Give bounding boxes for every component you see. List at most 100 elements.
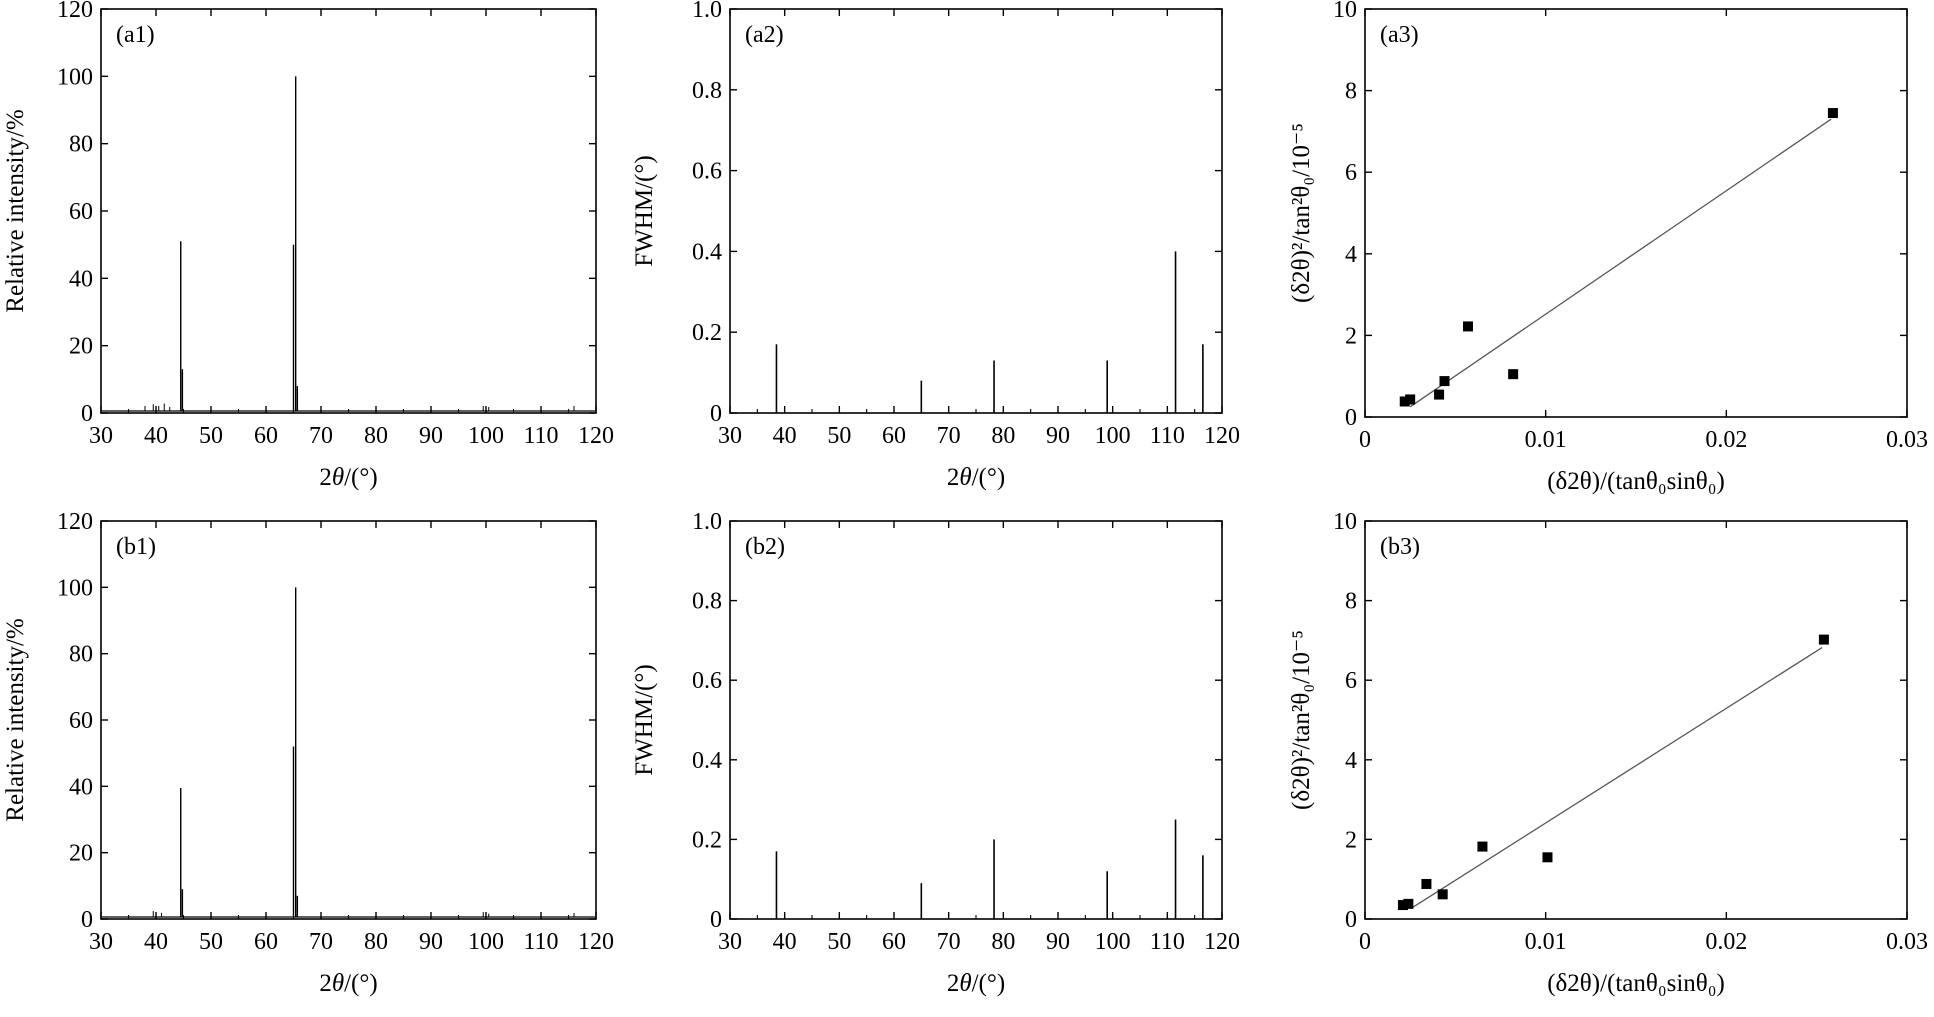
panel-label: (a2) [745, 22, 784, 48]
y-tick-label: 2 [1345, 827, 1357, 853]
x-tick-label: 40 [144, 929, 168, 955]
x-tick-label: 100 [468, 423, 504, 449]
x-tick-label: 30 [89, 423, 113, 449]
x-tick-label: 120 [578, 423, 614, 449]
x-tick-label: 80 [364, 929, 388, 955]
y-tick-label: 80 [69, 132, 93, 158]
x-tick-label: 0.01 [1525, 427, 1567, 453]
y-tick-label: 1.0 [692, 509, 722, 535]
x-tick-label: 0.03 [1886, 929, 1928, 955]
data-point [1477, 841, 1488, 852]
y-axis-label: (δ2θ)²/tan²θ₀/10⁻⁵ [1288, 630, 1315, 810]
y-tick-label: 0.8 [692, 589, 722, 615]
x-tick-label: 0 [1359, 929, 1371, 955]
y-tick-label: 0.8 [692, 78, 722, 104]
data-point [1397, 900, 1408, 911]
x-tick-label: 50 [827, 929, 851, 955]
y-tick-label: 8 [1345, 589, 1357, 615]
x-tick-label: 60 [882, 929, 906, 955]
x-tick-label: 70 [309, 929, 333, 955]
x-tick-label: 120 [1204, 929, 1240, 955]
x-tick-label: 100 [1095, 929, 1131, 955]
x-tick-label: 80 [991, 929, 1015, 955]
data-point [1542, 852, 1553, 863]
data-point [1437, 889, 1448, 900]
x-tick-label: 60 [254, 929, 278, 955]
x-tick-label: 90 [419, 423, 443, 449]
chart-panel-a1: 30 40 50 60 70 80 90 100 110 120 0 20 40 60 80 100 120 (a… [2, 0, 614, 491]
data-point [1439, 376, 1450, 387]
x-tick-label: 50 [827, 423, 851, 449]
plot-frame [1364, 8, 1908, 418]
x-tick-label: 50 [199, 423, 223, 449]
data-point [1399, 396, 1410, 407]
fit-line [1411, 647, 1823, 909]
y-tick-label: 20 [69, 841, 93, 867]
x-tick-label: 120 [1204, 423, 1240, 449]
x-tick-label: 60 [254, 423, 278, 449]
y-tick-label: 0.2 [692, 320, 722, 346]
x-axis-label: (δ2θ)/(tanθ₀sinθ₀) [1547, 468, 1725, 495]
x-tick-label: 50 [199, 929, 223, 955]
y-tick-label: 20 [69, 334, 93, 360]
panel-label: (b2) [745, 534, 785, 560]
y-tick-label: 8 [1345, 79, 1357, 105]
data-point [1508, 369, 1519, 380]
y-tick-label: 10 [1333, 0, 1357, 23]
chart-panel-b3: 0 0.01 0.02 0.03 0 2 4 6 8 10 (b3) (δ2θ)/(tanθ₀sinθ… [1288, 509, 1928, 997]
y-axis-label: Relative intensity/% [2, 618, 29, 821]
x-tick-label: 70 [937, 929, 961, 955]
x-tick-label: 30 [718, 423, 742, 449]
x-tick-label: 70 [309, 423, 333, 449]
y-tick-label: 0 [710, 907, 722, 933]
y-tick-label: 0.4 [692, 748, 722, 774]
y-tick-label: 0 [710, 401, 722, 427]
y-tick-label: 60 [69, 708, 93, 734]
x-tick-label: 110 [1150, 929, 1185, 955]
y-tick-label: 4 [1345, 242, 1357, 268]
data-point [1827, 108, 1838, 119]
data-point [1421, 878, 1432, 889]
plot-frame [729, 8, 1223, 414]
y-tick-label: 0 [81, 401, 93, 427]
x-tick-label: 80 [991, 423, 1015, 449]
y-tick-label: 4 [1345, 748, 1357, 774]
panel-label: (b3) [1380, 534, 1420, 560]
y-tick-label: 0.6 [692, 159, 722, 185]
x-tick-label: 90 [419, 929, 443, 955]
chart-panel-b1: 30 40 50 60 70 80 90 100 110 120 0 20 40 60 80 100 120 (b… [2, 509, 614, 997]
x-tick-label: 0 [1359, 427, 1371, 453]
y-tick-label: 120 [57, 509, 93, 535]
panel-label: (a1) [116, 22, 155, 48]
plot-frame [100, 8, 597, 414]
data-point [1405, 394, 1416, 405]
y-axis-label: FWHM/(°) [631, 664, 658, 775]
x-tick-label: 0.02 [1705, 929, 1747, 955]
x-axis-label: 2θ/(°) [947, 464, 1005, 491]
x-tick-label: 90 [1046, 929, 1070, 955]
plot-frame [100, 520, 597, 920]
x-axis-label: 2θ/(°) [947, 970, 1005, 997]
x-tick-label: 30 [89, 929, 113, 955]
y-tick-label: 120 [57, 0, 93, 23]
chart-panel-b2: 30 40 50 60 70 80 90 100 110 120 0 0.2 0.4 0.6 0.8 1.0 (… [631, 509, 1240, 997]
x-tick-label: 40 [773, 929, 797, 955]
data-point [1818, 634, 1829, 645]
plot-frame [729, 520, 1223, 920]
x-tick-label: 70 [937, 423, 961, 449]
x-tick-label: 110 [523, 929, 558, 955]
x-axis-label: (δ2θ)/(tanθ₀sinθ₀) [1547, 970, 1725, 997]
y-tick-label: 0 [81, 907, 93, 933]
plot-frame [1364, 520, 1908, 920]
x-tick-label: 110 [1150, 423, 1185, 449]
chart-panel-a3: 0 0.01 0.02 0.03 0 2 4 6 8 10 (a3) (δ2θ)/(tanθ₀sinθ… [1288, 0, 1928, 495]
x-axis-label: 2θ/(°) [319, 464, 377, 491]
data-point [1462, 321, 1473, 332]
y-tick-label: 0 [1345, 907, 1357, 933]
y-tick-label: 0.4 [692, 239, 722, 265]
y-axis-label: Relative intensity/% [2, 109, 29, 312]
y-tick-label: 100 [57, 575, 93, 601]
data-point [1403, 898, 1414, 909]
x-tick-label: 40 [773, 423, 797, 449]
